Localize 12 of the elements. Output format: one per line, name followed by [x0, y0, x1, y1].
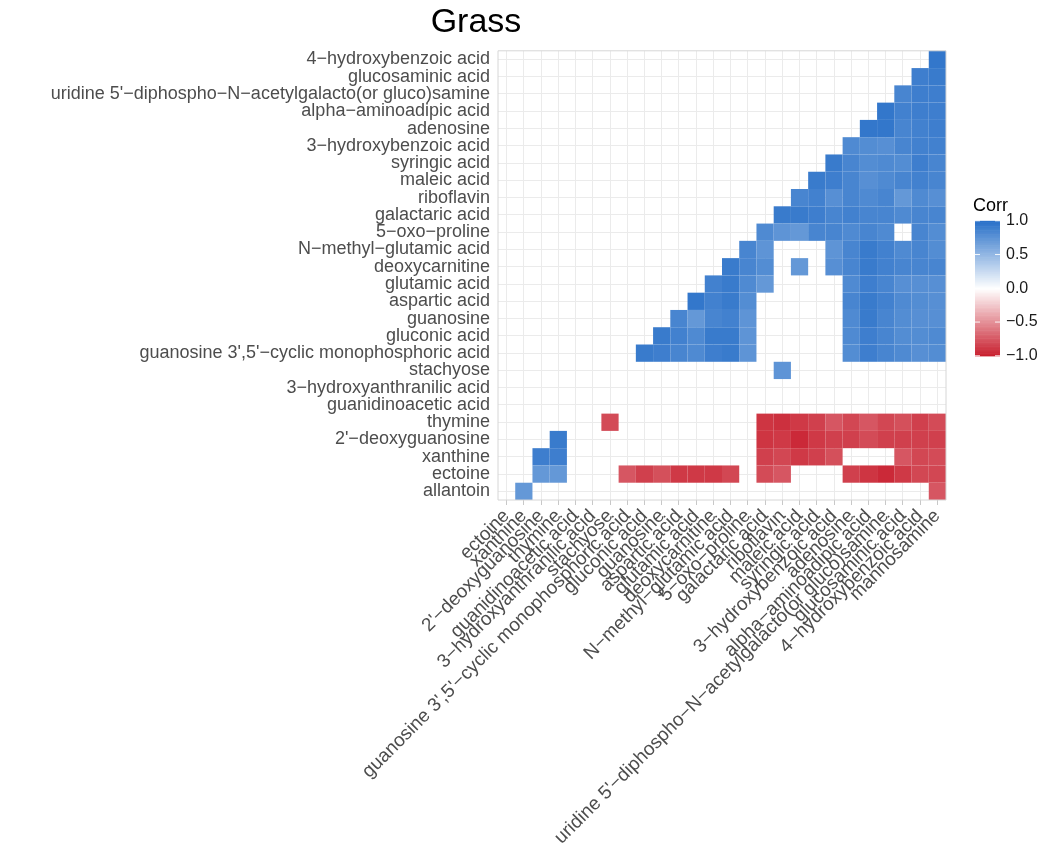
y-tick-label: thymine: [426, 411, 490, 432]
color-bar-label: −0.5: [1006, 312, 1038, 330]
y-tick-label: xanthine: [421, 445, 490, 466]
color-bar-label: 1.0: [1006, 211, 1029, 229]
color-bar-label: −1.0: [1006, 346, 1038, 364]
y-tick-label: 4−hydroxybenzoic acid: [306, 48, 490, 69]
color-bar-title: Corr: [973, 194, 1008, 215]
color-bar-label: 0.5: [1006, 244, 1029, 262]
color-bar-label: 0.0: [1006, 278, 1029, 296]
chart-title: Grass: [430, 0, 522, 39]
y-tick-label: stachyose: [408, 359, 490, 380]
y-tick-label: 3−hydroxybenzoic acid: [306, 134, 490, 155]
